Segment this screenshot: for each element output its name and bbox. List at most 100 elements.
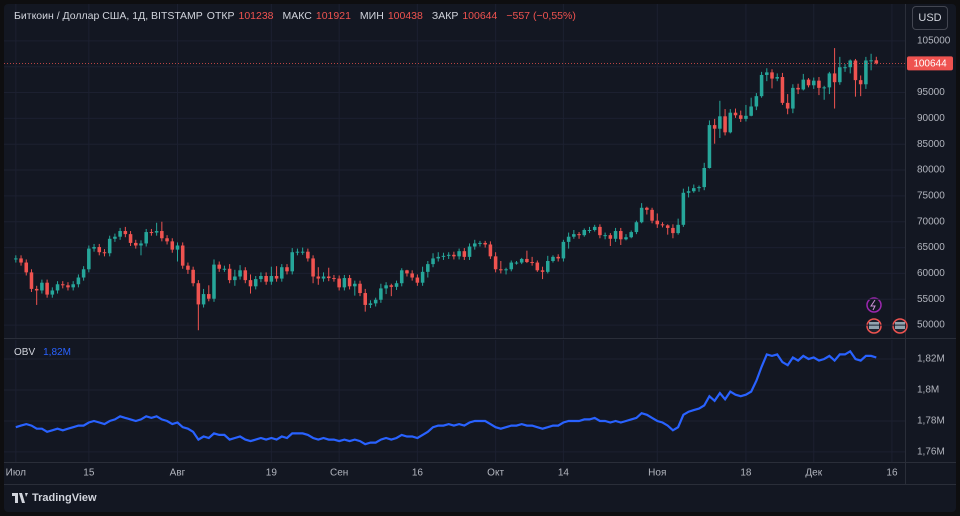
- candle-body: [196, 283, 201, 305]
- candle-body: [540, 270, 545, 272]
- candle-body: [509, 262, 514, 270]
- candle-body: [864, 60, 868, 85]
- candle-body: [139, 243, 143, 246]
- candle-body: [420, 271, 425, 283]
- currency-button[interactable]: USD: [912, 6, 948, 30]
- candle-body: [66, 285, 70, 288]
- candle-body: [692, 188, 696, 192]
- candle-body: [702, 167, 706, 188]
- x-tick-label: Ноя: [648, 468, 666, 479]
- candle-body: [71, 284, 75, 288]
- candle-body: [770, 72, 774, 79]
- candle-body: [817, 80, 821, 88]
- candle-body: [874, 60, 879, 64]
- obv-line: [15, 349, 877, 446]
- candle-body: [608, 235, 613, 239]
- candle-body: [118, 231, 122, 237]
- y-tick-label: 60000: [917, 268, 945, 279]
- candle-body: [426, 264, 430, 272]
- candle-body: [446, 254, 451, 256]
- x-tick-label: Авг: [170, 468, 186, 479]
- candle-body: [754, 96, 759, 107]
- candle-body: [499, 269, 503, 271]
- candle-body: [280, 267, 284, 279]
- candle-body: [738, 115, 743, 119]
- candle-body: [290, 252, 294, 272]
- candle-body: [858, 80, 863, 85]
- indicator-legend: OBV 1,82M: [14, 347, 71, 358]
- candle-body: [582, 229, 587, 236]
- candle-body: [410, 273, 414, 278]
- candle-body: [201, 294, 206, 305]
- candle-body: [441, 255, 446, 257]
- candle-body: [233, 276, 237, 281]
- candle-body: [665, 225, 670, 228]
- candle-body: [180, 245, 185, 266]
- candle-body: [321, 276, 326, 279]
- candle-body: [363, 293, 368, 305]
- candle-body: [253, 279, 258, 287]
- candle-body: [248, 280, 253, 287]
- field-label: МИН: [359, 10, 384, 22]
- candle-body: [545, 261, 550, 272]
- brand-name: TradingView: [32, 492, 97, 504]
- candle-body: [811, 80, 816, 86]
- field-value: 100438: [387, 10, 423, 22]
- field-label: МАКС: [282, 10, 312, 22]
- candle-body: [639, 207, 644, 223]
- field-value: 101921: [315, 10, 351, 22]
- legend: Биткоин / Доллар США, 1Д, BITSTAMP ОТКР 1…: [14, 10, 581, 22]
- candle-body: [358, 283, 362, 294]
- candle-body: [347, 278, 352, 287]
- symbol-title: Биткоин / Доллар США, 1Д, BITSTAMP: [14, 10, 203, 22]
- candle-body: [561, 241, 566, 259]
- change: −557 (−0,55%): [506, 10, 576, 22]
- indicator-name: OBV: [14, 347, 36, 358]
- candle-body: [472, 243, 477, 247]
- event-icon[interactable]: [866, 297, 882, 313]
- candle-body: [535, 262, 540, 271]
- candle-body: [50, 290, 55, 295]
- x-tick-label: 19: [266, 468, 278, 479]
- candle-body: [827, 73, 832, 88]
- indicator-value: 1,82M: [43, 347, 71, 358]
- candle-body: [733, 112, 738, 116]
- candle-body: [603, 235, 607, 237]
- y-tick-label: 50000: [917, 320, 945, 331]
- candle-body: [707, 125, 712, 168]
- y-tick-label: 1,76M: [917, 447, 945, 458]
- x-tick-label: 16: [412, 468, 424, 479]
- candle-body: [493, 256, 498, 270]
- candle-body: [572, 234, 576, 237]
- field-value: 100644: [462, 10, 498, 22]
- candle-body: [712, 125, 717, 129]
- candle-body: [613, 231, 618, 239]
- candle-body: [838, 67, 842, 83]
- candle-body: [24, 262, 29, 273]
- candle-body: [295, 251, 300, 253]
- last-price-tag: [907, 56, 953, 71]
- candle-body: [175, 245, 180, 250]
- candle-body: [431, 258, 435, 265]
- candle-body: [519, 258, 524, 263]
- y-tick-label: 90000: [917, 113, 945, 124]
- candle-body: [728, 112, 733, 133]
- candle-body: [311, 258, 315, 277]
- candle-body: [29, 272, 34, 289]
- x-tick-label: Сен: [330, 468, 348, 479]
- candle-body: [785, 102, 790, 109]
- candle-body: [765, 72, 769, 75]
- candle-body: [316, 276, 321, 279]
- y-tick-label: 95000: [917, 87, 945, 98]
- candle-body: [55, 284, 60, 291]
- candle-body: [368, 303, 373, 305]
- candle-body: [655, 220, 660, 225]
- x-tick-label: 16: [886, 468, 898, 479]
- candle-body: [843, 67, 847, 69]
- candle-body: [483, 242, 487, 245]
- candle-body: [389, 285, 394, 287]
- candle-body: [217, 264, 221, 269]
- candle-body: [14, 258, 18, 260]
- candle-body: [353, 283, 357, 287]
